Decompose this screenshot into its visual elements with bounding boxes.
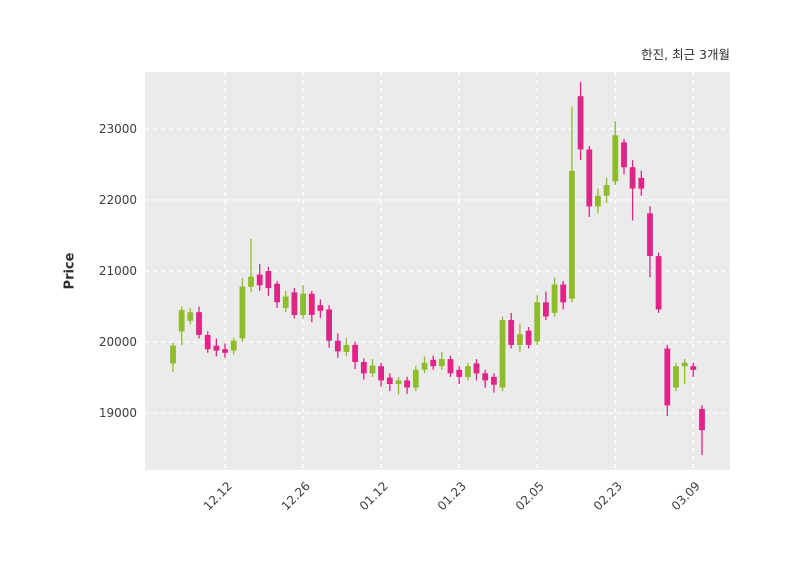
candle: [534, 295, 541, 345]
candle: [248, 239, 254, 293]
x-tick-label: 02.23: [590, 479, 626, 514]
candle: [369, 359, 376, 377]
candle: [274, 281, 280, 308]
x-tick-label: 12.12: [200, 479, 235, 514]
plot-area: [145, 72, 730, 470]
x-tick-label: 01.12: [356, 479, 392, 514]
candle: [690, 362, 697, 377]
candle: [421, 356, 428, 374]
candle: [438, 352, 445, 370]
candle: [621, 138, 627, 175]
candle: [629, 160, 636, 221]
candle: [569, 106, 575, 303]
candle: [456, 366, 463, 384]
candle: [300, 285, 306, 319]
candle: [647, 206, 653, 278]
candle: [430, 355, 437, 370]
x-tick-labels: 12.12 12.26 01.12 01.23 02.05 02.23 03.09: [145, 470, 730, 550]
chart-title: 한진, 최근 3개월: [641, 47, 730, 62]
candle: [560, 281, 567, 310]
y-tick-label: 19000: [98, 406, 137, 421]
candle: [282, 290, 289, 313]
x-tick-label: 12.26: [278, 479, 313, 514]
candle: [378, 362, 384, 387]
x-tick-label: 03.09: [669, 479, 704, 514]
candle: [465, 362, 471, 381]
candle: [586, 145, 593, 217]
candle: [543, 291, 549, 320]
candle: [265, 266, 272, 296]
candle: [655, 252, 662, 313]
candle: [473, 359, 480, 381]
candle: [239, 278, 246, 343]
candle: [317, 299, 324, 318]
candle: [577, 82, 584, 161]
candle: [213, 338, 220, 357]
candle: [491, 373, 497, 393]
candle: [404, 376, 410, 394]
candle: [308, 290, 315, 323]
candle: [196, 306, 202, 339]
candle: [699, 405, 705, 456]
candle: [222, 343, 228, 358]
candle: [352, 341, 358, 370]
x-tick-label: 01.23: [434, 479, 470, 514]
y-tick-label: 21000: [98, 264, 137, 278]
candle: [482, 369, 489, 388]
candle: [447, 355, 454, 377]
y-tick-label: 20000: [98, 335, 137, 350]
candle: [603, 177, 610, 203]
candle: [673, 362, 679, 392]
candle: [517, 323, 523, 352]
candle: [499, 316, 506, 392]
y-tick-label: 23000: [98, 121, 137, 136]
candle: [508, 312, 515, 349]
candle: [334, 333, 341, 358]
candle: [343, 337, 350, 357]
candle: [412, 366, 419, 392]
candle: [230, 337, 237, 355]
candle: [360, 358, 367, 380]
candle: [395, 376, 402, 395]
candle: [525, 327, 532, 349]
candle: [178, 306, 185, 345]
candle: [386, 373, 393, 392]
candle: [612, 121, 619, 185]
x-tick-label: 02.05: [512, 479, 548, 514]
y-tick-label: 22000: [98, 192, 137, 207]
candle: [326, 305, 332, 348]
candle: [664, 344, 671, 416]
candle: [595, 188, 601, 214]
candle: [551, 277, 558, 317]
candle: [204, 331, 211, 353]
y-tick-labels: 19000 20000 21000 22000 23000: [0, 72, 137, 470]
candle: [170, 342, 176, 372]
candle: [291, 288, 298, 319]
candle: [187, 308, 194, 325]
candles-svg: [145, 72, 730, 470]
candle: [638, 170, 645, 196]
candle: [681, 359, 688, 384]
candle: [256, 263, 263, 291]
